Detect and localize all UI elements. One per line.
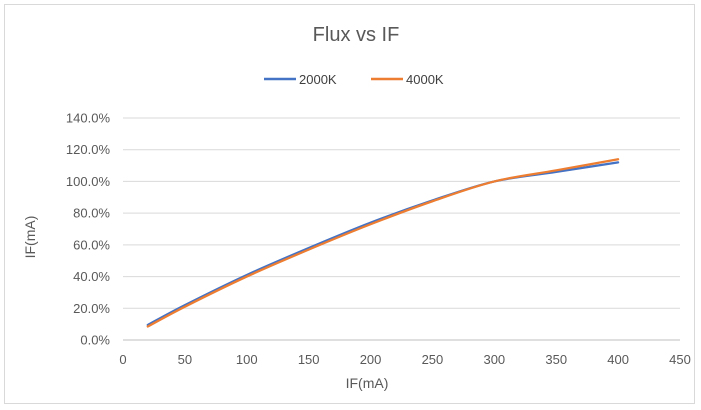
y-tick-label: 60.0%	[73, 237, 110, 252]
legend: 2000K 4000K	[264, 72, 444, 87]
legend-label-4000k: 4000K	[406, 72, 444, 87]
y-tick-label: 80.0%	[73, 206, 110, 221]
y-tick-label: 0.0%	[80, 333, 110, 348]
gridlines	[123, 117, 680, 341]
x-tick-label: 450	[669, 352, 691, 367]
x-tick-label: 250	[422, 352, 444, 367]
y-tick-label: 140.0%	[66, 111, 111, 126]
line-chart: Flux vs IF 2000K 4000K 0.0% 20.0% 40.0% 60.…	[22, 24, 691, 391]
x-tick-label: 150	[298, 352, 320, 367]
legend-label-2000k: 2000K	[299, 72, 337, 87]
series-line-2000k	[146, 161, 620, 327]
y-tick-label: 20.0%	[73, 301, 110, 316]
x-tick-label: 0	[119, 352, 126, 367]
x-tick-label: 100	[236, 352, 258, 367]
y-axis-title: IF(mA)	[22, 216, 38, 259]
y-tick-label: 120.0%	[66, 142, 111, 157]
y-tick-label: 100.0%	[66, 174, 111, 189]
y-tick-label: 40.0%	[73, 269, 110, 284]
chart-frame: Flux vs IF 2000K 4000K 0.0% 20.0% 40.0% 60.…	[4, 4, 695, 404]
y-axis-ticks: 0.0% 20.0% 40.0% 60.0% 80.0% 100.0% 120.0% 140.…	[66, 111, 111, 348]
x-tick-label: 350	[545, 352, 567, 367]
x-tick-label: 400	[607, 352, 629, 367]
x-axis-ticks: 0 50 100 150 200 250 300 350 400 450	[119, 352, 690, 367]
chart-title: Flux vs IF	[313, 24, 400, 46]
x-tick-label: 300	[483, 352, 505, 367]
x-tick-label: 50	[178, 352, 192, 367]
series	[146, 158, 620, 328]
x-tick-label: 200	[360, 352, 382, 367]
x-axis-title: IF(mA)	[346, 375, 389, 391]
series-line-4000k	[146, 158, 620, 328]
